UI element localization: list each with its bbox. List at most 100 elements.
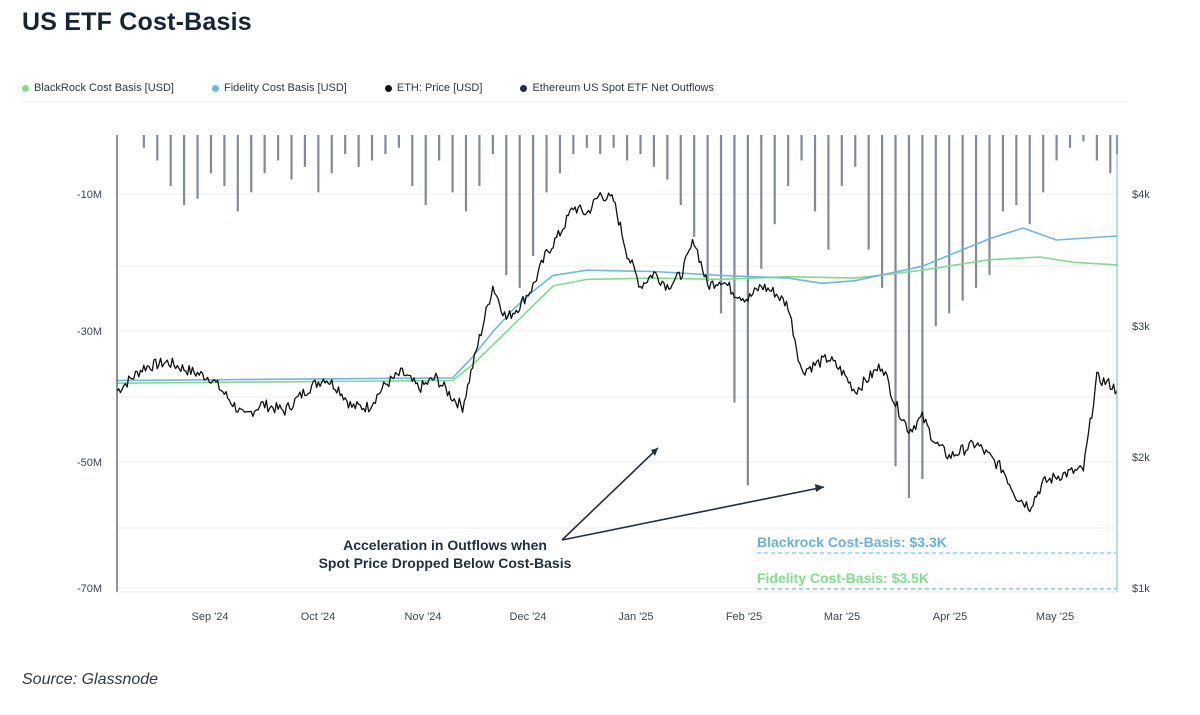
outflow-bar [357,135,360,167]
outflow-bar [505,135,508,276]
x-tick-label: Apr '25 [933,611,968,623]
outflow-bar [263,135,266,174]
outflow-bar [719,135,723,314]
outflow-bar [585,135,588,148]
legend-label: ETH: Price [USD] [396,82,483,94]
outflow-bar [276,135,280,161]
fidelity-line [116,227,1118,382]
outflow-bar [411,135,414,186]
outflow-bar [1015,135,1018,206]
outflow-bar [706,135,709,282]
outflow-bar [599,135,602,155]
outflow-bar [545,135,548,193]
outflow-bar [907,135,911,499]
eth-price-line [116,192,1118,513]
outflow-bar [438,135,441,161]
outflow-bars [142,135,1119,499]
outflow-bar [209,135,213,174]
fidelity-costbasis-label: Fidelity Cost-Basis: $3.5K [757,570,929,586]
outflow-bar [934,135,937,327]
outflow-bar [787,135,790,186]
x-tick-label: Nov '24 [405,611,442,623]
outflow-bar [612,135,615,148]
chart-title: US ETF Cost-Basis [22,8,252,36]
outflow-bar [344,135,347,155]
blackrock-costbasis-label: Blackrock Cost-Basis: $3.3K [757,534,947,550]
legend-dot-icon [384,84,392,92]
outflow-bar [625,135,629,161]
outflow-bar [1028,135,1031,225]
legend-item-net-outflows[interactable]: Ethereum US Spot ETF Net Outflows [520,82,714,94]
outflow-bar [1055,135,1058,161]
legend-dot-icon [211,84,219,92]
y-right-tick-label: $1k [1132,583,1150,595]
x-tick-label: Dec '24 [510,611,547,623]
x-tick-label: Sep '24 [192,611,229,623]
outflow-bar [250,135,253,193]
outflow-bar [881,135,884,288]
annotation-line2: Spot Price Dropped Below Cost-Basis [319,555,572,571]
axes: -10M -30M -50M -70M $4k $3k $2k $1k Sep '24 Oct '… [77,135,1150,623]
y-right-tick-label: $3k [1132,321,1150,333]
outflow-bar [330,135,333,174]
outflow-bar [572,135,575,155]
x-tick-label: May '25 [1036,611,1074,623]
outflow-bar [478,135,481,186]
arrow-to-mar [561,486,825,541]
outflow-bar [813,135,817,212]
outflow-bar [666,135,669,180]
arrow-head-icon [815,484,824,492]
legend: BlackRock Cost Basis [USD] Fidelity Cost… [22,82,752,94]
y-left-tick-label: -30M [77,326,102,338]
outflow-bar [156,135,159,161]
outflow-bar [988,135,991,276]
outflow-bar [290,135,293,180]
outflow-bar [518,135,521,288]
outflow-bar [679,135,682,206]
outflow-bar [196,135,199,199]
outflow-bar [1042,135,1045,193]
outflow-bar [532,135,535,257]
outflow-bar [223,135,226,186]
outflow-bar [827,135,830,250]
outflow-bar [424,135,427,206]
outflow-bar [867,135,870,250]
y-right-tick-label: $2k [1132,452,1150,464]
y-left-tick-label: -70M [77,583,102,595]
legend-item-fidelity[interactable]: Fidelity Cost Basis [USD] [211,82,347,94]
blackrock-line [116,256,1118,384]
outflow-bar [142,135,145,148]
outflow-bar [854,135,857,167]
arrow-to-jan [561,447,659,541]
annotation-line1: Acceleration in Outflows when [343,537,547,553]
outflow-bar [397,135,400,148]
x-tick-label: Jan '25 [618,611,653,623]
outflow-bar [652,135,656,167]
outflow-bar [773,135,776,225]
outflow-bar [639,135,642,155]
outflow-bar [1001,135,1005,212]
outflow-bar [746,135,749,486]
legend-label: Ethereum US Spot ETF Net Outflows [532,82,715,94]
outflow-bar [800,135,803,161]
outflow-bar [948,135,951,314]
legend-item-blackrock[interactable]: BlackRock Cost Basis [USD] [22,82,174,94]
legend-dot-icon [520,84,528,92]
x-tick-label: Feb '25 [726,611,762,623]
legend-item-eth-price[interactable]: ETH: Price [USD] [384,82,483,94]
legend-label: BlackRock Cost Basis [USD] [34,82,174,94]
outflow-bar [961,135,964,301]
outflow-bar [894,135,897,467]
outflow-bar [840,135,843,186]
outflow-bar [451,135,454,193]
outflow-bar [974,135,978,288]
outflow-bar [1068,135,1072,148]
legend-dot-icon [22,84,29,92]
legend-label: Fidelity Cost Basis [USD] [223,82,347,94]
arrow-head-icon [651,448,658,456]
y-left-tick-label: -10M [77,189,102,201]
outflow-bar [464,135,468,212]
outflow-bar [183,135,186,206]
outflow-bar [760,135,763,269]
